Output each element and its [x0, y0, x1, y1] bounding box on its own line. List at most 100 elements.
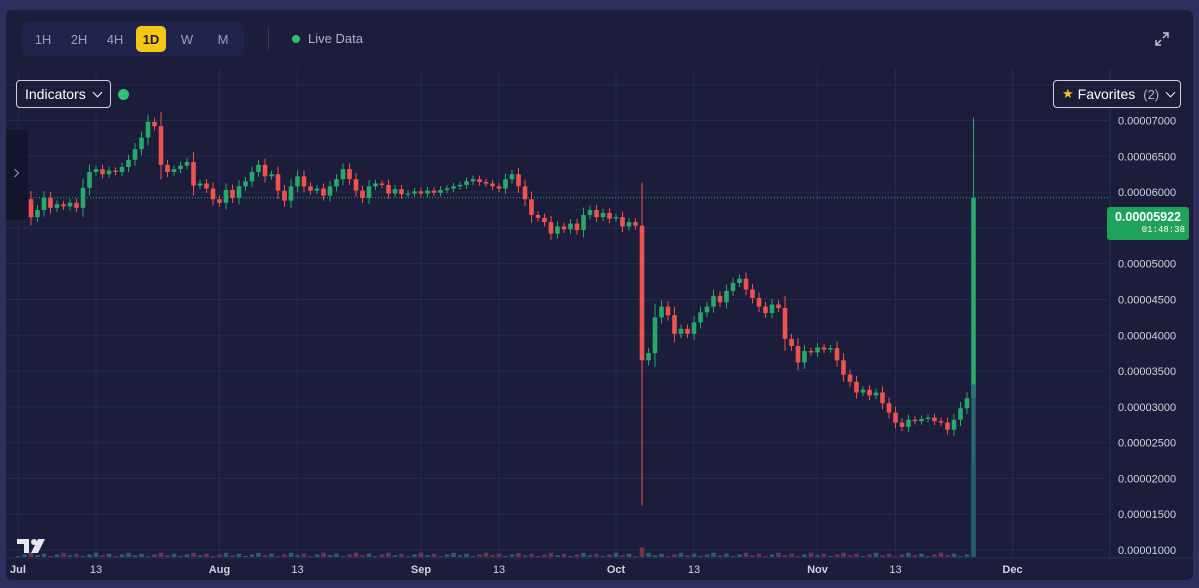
- volume-bar: [353, 552, 359, 557]
- volume-bar: [366, 553, 372, 557]
- candle-body: [912, 419, 918, 422]
- candle-body: [665, 306, 671, 316]
- volume-bar: [451, 552, 456, 557]
- candle-body: [607, 212, 612, 219]
- candle-body: [295, 176, 300, 187]
- candle-body: [334, 179, 339, 187]
- volume-bar: [132, 555, 138, 557]
- volume-bar: [652, 555, 658, 557]
- volume-bar: [386, 552, 391, 557]
- expand-icon[interactable]: [1154, 31, 1170, 47]
- y-tick-label: 0.00004000: [1118, 330, 1176, 342]
- volume-bar: [93, 552, 99, 557]
- volume-bar: [457, 555, 463, 557]
- volume-bar: [399, 553, 404, 557]
- candle-body: [464, 181, 469, 185]
- volume-bar: [288, 552, 294, 557]
- side-panel-toggle[interactable]: [6, 130, 28, 220]
- x-tick-label: 13: [493, 564, 505, 576]
- volume-bar: [581, 552, 586, 557]
- candle-body: [327, 186, 333, 196]
- volume-bar: [776, 552, 781, 557]
- x-tick-label: Dec: [1002, 564, 1022, 576]
- candle-body: [652, 317, 658, 354]
- volume-bar: [80, 556, 86, 557]
- timeframe-w-button[interactable]: W: [172, 26, 202, 52]
- candle-body: [243, 181, 248, 187]
- volume-bar: [334, 553, 339, 557]
- volume-bar: [217, 554, 222, 557]
- volume-bar: [639, 547, 645, 557]
- volume-bar: [815, 555, 820, 557]
- indicator-status-dot: [118, 89, 129, 100]
- volume-bar: [418, 552, 424, 557]
- candle-body: [61, 204, 66, 207]
- chevron-right-icon: [10, 168, 20, 178]
- candle-body: [106, 170, 112, 175]
- timeframe-4h-button[interactable]: 4H: [100, 26, 130, 52]
- toolbar: 1H 2H 4H 1D W M Live Data: [6, 10, 1193, 68]
- volume-bar: [340, 556, 346, 557]
- candle-body: [873, 392, 879, 396]
- volume-bar: [860, 556, 866, 557]
- chart-area[interactable]: 0.000075000.000070000.000065000.00006000…: [6, 68, 1193, 580]
- candle-body: [379, 183, 385, 185]
- candle-body: [126, 159, 131, 168]
- candle-body: [808, 350, 814, 353]
- candle-body: [210, 188, 216, 200]
- volume-bar: [600, 556, 606, 557]
- chevron-down-icon: [92, 87, 103, 97]
- candle-body: [269, 174, 274, 177]
- timeframe-m-button[interactable]: M: [208, 26, 238, 52]
- candle-body: [314, 188, 320, 191]
- candle-body: [919, 419, 924, 422]
- candle-body: [574, 223, 580, 231]
- volume-bar: [932, 554, 937, 557]
- volume-bar: [184, 554, 190, 557]
- candle-body: [477, 179, 482, 183]
- candle-body: [145, 121, 151, 138]
- volume-bar: [808, 552, 814, 557]
- volume-bar: [301, 553, 307, 557]
- volume-bar: [236, 553, 242, 557]
- volume-bar: [243, 556, 248, 557]
- candle-body: [678, 328, 684, 334]
- volume-bar: [470, 556, 476, 557]
- candle-body: [165, 164, 170, 173]
- favorites-button[interactable]: ★ Favorites (2): [1053, 80, 1181, 108]
- volume-bar: [223, 552, 229, 557]
- candle-body: [431, 190, 437, 193]
- volume-bar: [412, 554, 417, 557]
- candle-body: [74, 202, 79, 208]
- volume-bar: [620, 555, 625, 557]
- x-tick-label: 13: [889, 564, 901, 576]
- candle-body: [28, 199, 34, 218]
- candle-body: [555, 226, 560, 234]
- timeframe-1h-button[interactable]: 1H: [28, 26, 58, 52]
- volume-bar: [756, 553, 762, 557]
- volume-bar: [873, 552, 879, 557]
- volume-bar: [802, 554, 807, 557]
- candle-body: [561, 226, 567, 230]
- volume-bar: [542, 554, 547, 557]
- candle-body: [867, 389, 872, 396]
- tradingview-logo: [17, 539, 45, 553]
- candle-body: [321, 188, 326, 196]
- candle-body: [841, 360, 846, 375]
- timeframe-2h-button[interactable]: 2H: [64, 26, 94, 52]
- volume-bar: [444, 554, 450, 557]
- volume-bar: [22, 554, 27, 557]
- volume-bar: [698, 556, 703, 557]
- volume-bar: [48, 556, 53, 557]
- volume-bar: [678, 552, 684, 557]
- candle-body: [925, 417, 931, 420]
- indicators-button[interactable]: Indicators: [16, 80, 111, 108]
- candle-body: [178, 165, 183, 170]
- volume-bar: [925, 556, 931, 557]
- last-price-value: 0.00005922: [1114, 210, 1182, 224]
- volume-bar: [54, 554, 60, 557]
- price-chart[interactable]: 0.000075000.000070000.000065000.00006000…: [6, 68, 1193, 580]
- x-tick-label: Oct: [607, 564, 626, 576]
- timeframe-1d-button[interactable]: 1D: [136, 26, 166, 52]
- y-tick-label: 0.00002500: [1118, 438, 1176, 450]
